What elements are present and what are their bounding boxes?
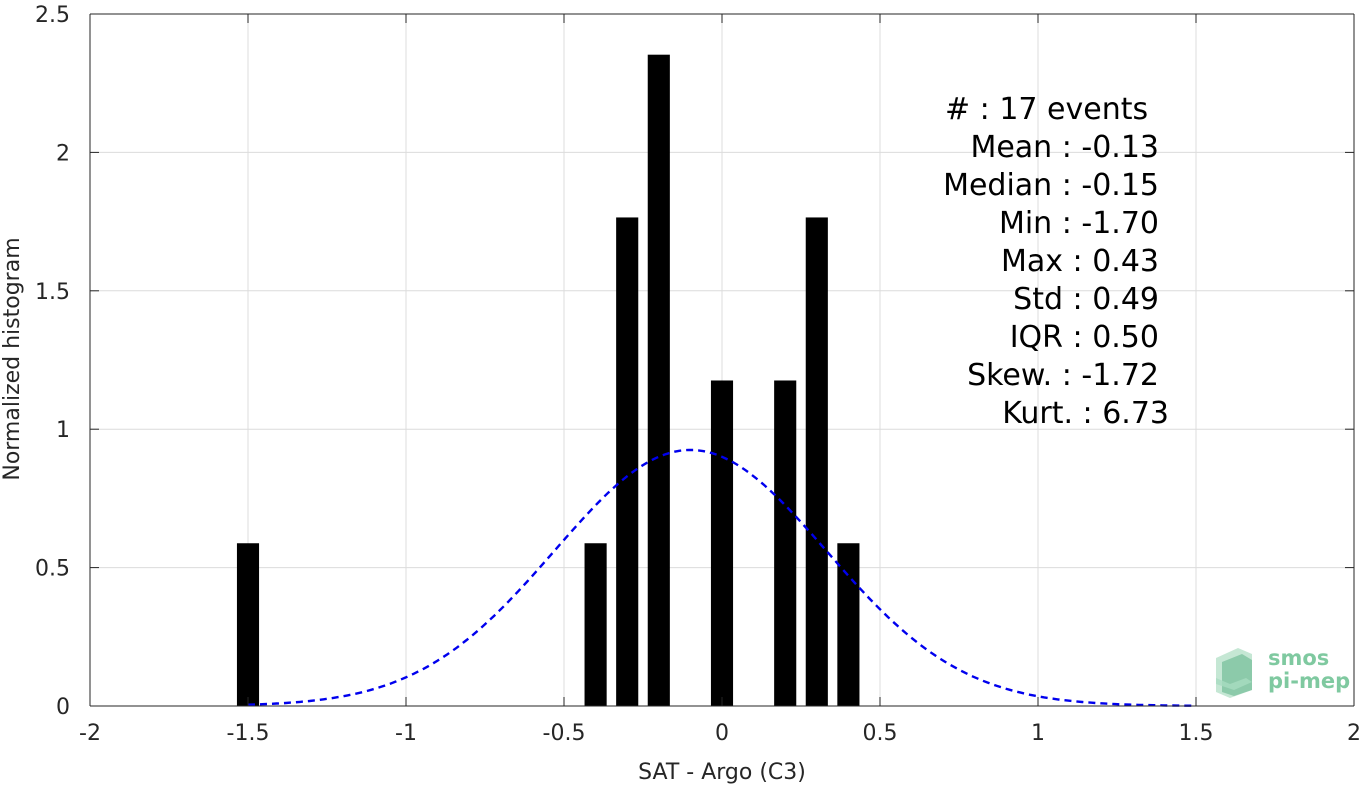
- histogram-chart: -2 -1.5 -1 -0.5 0 0.5 1 1.5 2 0 0.5 1 1.5 2 2.5 SAT - …: [0, 0, 1366, 786]
- stat-line: Std : 0.49: [1013, 282, 1159, 317]
- x-tick-label: -2: [79, 721, 101, 746]
- y-tick-label: 1: [56, 418, 70, 443]
- x-tick-label: 0.5: [863, 721, 898, 746]
- histogram-bar: [616, 217, 638, 706]
- histogram-bar: [585, 543, 607, 706]
- stat-line: # : 17 events: [945, 92, 1148, 127]
- y-axis-label: Normalized histogram: [0, 237, 25, 480]
- x-tick-label: 1.5: [1179, 721, 1214, 746]
- histogram-bar: [837, 543, 859, 706]
- stat-line: Median : -0.15: [943, 168, 1159, 203]
- stat-line: Skew. : -1.72: [967, 358, 1159, 393]
- stat-line: Kurt. : 6.73: [1002, 396, 1169, 431]
- histogram-bar: [806, 217, 828, 706]
- stat-line: Max : 0.43: [1001, 244, 1159, 279]
- tick-labels-layer: -2 -1.5 -1 -0.5 0 0.5 1 1.5 2 0 0.5 1 1.5 2 2.5: [35, 3, 1361, 746]
- x-tick-label: -1.5: [227, 721, 270, 746]
- x-tick-label: 1: [1031, 721, 1045, 746]
- y-tick-label: 2.5: [35, 3, 70, 28]
- histogram-bar: [774, 380, 796, 706]
- x-tick-label: -0.5: [543, 721, 586, 746]
- y-tick-label: 0: [56, 695, 70, 720]
- x-tick-label: 0: [715, 721, 729, 746]
- y-tick-label: 1.5: [35, 280, 70, 305]
- smos-pi-mep-logo: smos pi-mep: [1212, 644, 1352, 700]
- x-tick-label: -1: [395, 721, 417, 746]
- histogram-bar: [237, 543, 259, 706]
- x-tick-label: 2: [1347, 721, 1361, 746]
- y-tick-label: 0.5: [35, 557, 70, 582]
- logo-line-2: pi-mep: [1268, 669, 1350, 693]
- stat-line: Mean : -0.13: [970, 130, 1159, 165]
- histogram-bar: [711, 380, 733, 706]
- logo-line-1: smos: [1268, 646, 1329, 670]
- stat-line: Min : -1.70: [999, 206, 1159, 241]
- stat-line: IQR : 0.50: [1010, 320, 1159, 355]
- x-axis-label: SAT - Argo (C3): [638, 760, 806, 785]
- histogram-bar: [648, 55, 670, 706]
- y-tick-label: 2: [56, 141, 70, 166]
- logo-icon: [1216, 648, 1252, 698]
